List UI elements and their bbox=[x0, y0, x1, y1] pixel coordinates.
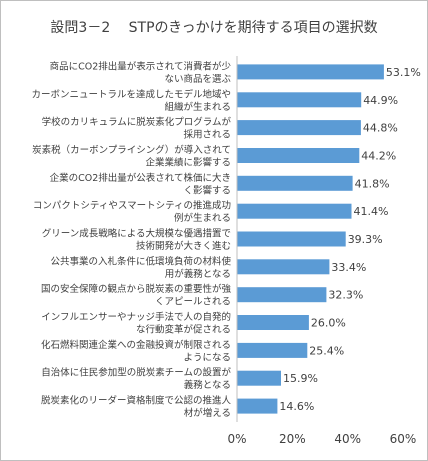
category-label: 採用される bbox=[183, 129, 231, 141]
data-label: 33.4% bbox=[331, 261, 366, 274]
data-label: 25.4% bbox=[309, 344, 344, 357]
category-label: ようになる bbox=[183, 352, 231, 363]
bar bbox=[237, 64, 384, 80]
category-label: く影響する bbox=[183, 184, 231, 196]
bar bbox=[237, 398, 278, 414]
data-label: 32.3% bbox=[328, 289, 363, 302]
category-label: 材が増える bbox=[184, 407, 231, 419]
category-label: 企業業績に影響する bbox=[145, 157, 231, 169]
category-label: 学校のカリキュラムに脱炭素化プログラムが bbox=[42, 116, 232, 128]
x-tick-label: 20% bbox=[279, 432, 306, 446]
data-label: 41.8% bbox=[355, 177, 390, 190]
bar bbox=[237, 287, 327, 303]
category-label: 企業のCO2排出量が公表されて株価に大き bbox=[50, 172, 231, 184]
data-label: 26.0% bbox=[311, 317, 346, 330]
category-label: カーボンニュートラルを達成したモデル地域や bbox=[31, 88, 231, 100]
category-label: インフルエンサーやナッジ手法で人の自発的 bbox=[41, 311, 231, 323]
data-label: 44.8% bbox=[363, 122, 398, 135]
bar bbox=[237, 175, 353, 191]
category-label: 義務となる bbox=[184, 379, 231, 391]
bar bbox=[237, 259, 330, 275]
data-label: 44.2% bbox=[361, 150, 396, 163]
category-label: 技術開発が大きく進む bbox=[136, 240, 231, 252]
chart-title: 設問3－2 STPのきっかけを期待する項目の選択数 bbox=[50, 20, 378, 36]
data-label: 14.6% bbox=[279, 400, 314, 413]
category-label: 公共事業の入札条件に低環境負荷の材料使 bbox=[50, 255, 231, 267]
category-label: ない商品を選ぶ bbox=[164, 73, 231, 85]
bar bbox=[237, 203, 352, 219]
data-label: 44.9% bbox=[363, 94, 398, 107]
data-label: 41.4% bbox=[354, 205, 389, 218]
data-label: 15.9% bbox=[283, 372, 318, 385]
category-label: 用が義務となる bbox=[165, 268, 231, 280]
x-tick-label: 60% bbox=[390, 432, 417, 446]
x-tick-label: 0% bbox=[227, 432, 246, 446]
category-label: コンパクトシティやスマートシティの推進成功 bbox=[33, 200, 231, 212]
category-label: 例が生まれる bbox=[174, 212, 231, 224]
bar bbox=[237, 231, 346, 247]
category-label: 脱炭素化のリーダー資格制度で公認の推進人 bbox=[41, 395, 232, 407]
category-label: グリーン成長戦略による大規模な優遇措置で bbox=[42, 228, 231, 240]
data-label: 53.1% bbox=[386, 66, 421, 79]
data-label: 39.3% bbox=[348, 233, 383, 246]
category-label: 商品にCO2排出量が表示されて消費者が少 bbox=[50, 60, 232, 72]
x-tick-label: 40% bbox=[334, 432, 361, 446]
category-label: 炭素税（カーボンプライシング）が導入されて bbox=[32, 144, 231, 156]
category-label: 自治体に住民参加型の脱炭素チームの設置が bbox=[41, 367, 231, 379]
bar bbox=[237, 370, 281, 386]
bar bbox=[237, 92, 362, 108]
bar bbox=[237, 342, 308, 358]
category-label: な行動変革が促される bbox=[136, 324, 231, 336]
category-label: 組織が生まれる bbox=[164, 101, 231, 113]
bar bbox=[237, 148, 360, 163]
bar bbox=[237, 120, 361, 136]
bar bbox=[237, 315, 309, 330]
category-label: くアピールされる bbox=[155, 297, 231, 308]
category-label: 化石燃料関連企業への金融投資が制限される bbox=[41, 339, 231, 351]
category-label: 国の安全保障の観点から脱炭素の重要性が強 bbox=[41, 283, 232, 295]
